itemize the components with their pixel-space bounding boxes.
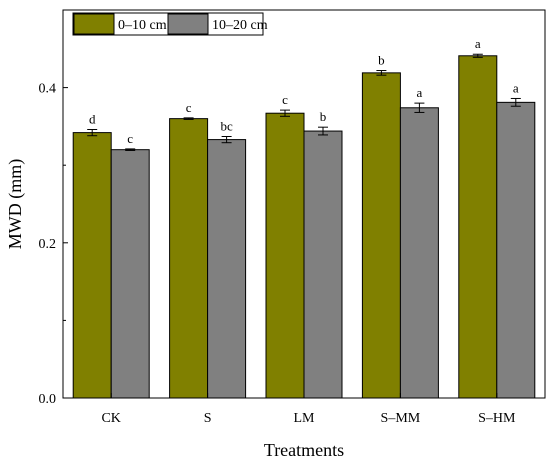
bar	[72, 132, 112, 399]
significance-letters-group: d c c bc c b b a a a	[89, 36, 519, 146]
legend: 0–10 cm 10–20 cm	[72, 12, 268, 36]
significance-letter: c	[127, 131, 133, 146]
x-axis: CK S LM S–MM S–HM	[101, 393, 516, 426]
x-tick-label: S–MM	[381, 411, 421, 426]
x-tick-label: S	[204, 411, 212, 426]
significance-letter: a	[513, 80, 519, 95]
bar	[496, 101, 536, 399]
bar	[303, 130, 343, 399]
bar	[265, 112, 305, 399]
legend-swatch	[167, 13, 209, 35]
significance-letter: b	[378, 53, 385, 68]
x-tick-label: S–HM	[478, 411, 516, 426]
significance-letter: a	[475, 36, 481, 51]
y-tick-label: 0.0	[39, 392, 57, 407]
x-axis-label: Treatments	[264, 440, 344, 460]
bar	[110, 149, 150, 399]
significance-letter: d	[89, 112, 96, 127]
x-tick-label: CK	[101, 411, 120, 426]
bars-group	[72, 55, 536, 399]
error-bars-group	[87, 53, 521, 151]
legend-swatch	[73, 13, 115, 35]
y-axis: 0.0 0.2 0.4	[39, 82, 68, 407]
bar	[169, 118, 209, 399]
significance-letter: c	[186, 100, 192, 115]
significance-letter: b	[320, 109, 327, 124]
bar	[361, 72, 401, 399]
y-tick-label: 0.2	[39, 237, 57, 252]
legend-label: 10–20 cm	[212, 18, 268, 33]
legend-label: 0–10 cm	[118, 18, 167, 33]
bar	[207, 139, 247, 399]
y-tick-label: 0.4	[39, 82, 57, 97]
significance-letter: c	[282, 92, 288, 107]
bar	[458, 55, 498, 399]
significance-letter: bc	[220, 118, 233, 133]
significance-letter: a	[417, 85, 423, 100]
x-tick-label: LM	[294, 411, 316, 426]
y-axis-label: MWD (mm)	[5, 159, 26, 249]
bar	[399, 107, 439, 399]
